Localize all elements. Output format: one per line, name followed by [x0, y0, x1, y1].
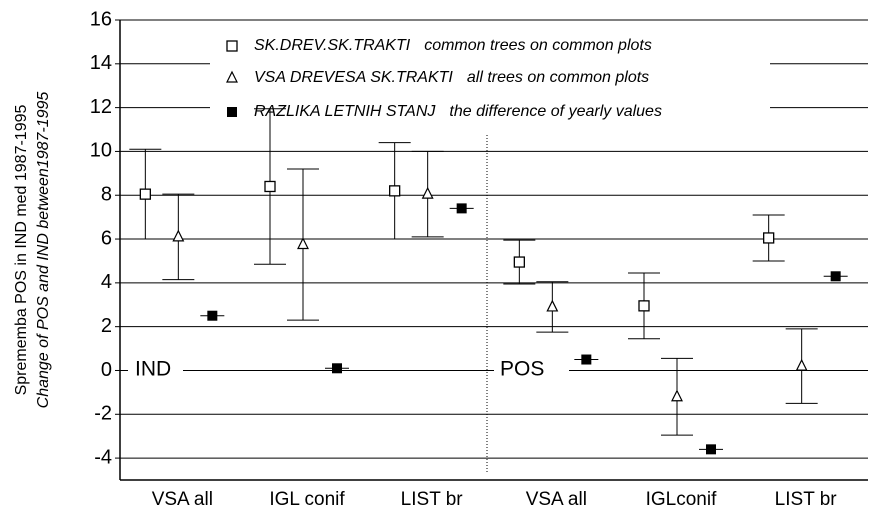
x-tick-label: IGLconif — [646, 489, 717, 510]
legend-label: VSA DREVESA SK.TRAKTI — [254, 69, 453, 86]
marker — [671, 389, 683, 402]
marker — [513, 256, 525, 268]
marker — [638, 300, 650, 312]
x-tick-label: VSA all — [526, 489, 587, 510]
y-tick-label: 10 — [90, 140, 112, 162]
y-tick-label: 2 — [101, 315, 112, 337]
marker — [389, 185, 401, 197]
y-axis-label: Sprememba POS in IND med 1987-1995 — [13, 104, 30, 395]
marker — [139, 188, 151, 200]
y-axis-label: Change of POS and IND between1987-1995 — [35, 92, 52, 409]
legend-item: VSA DREVESA SK.TRAKTI all trees on common… — [226, 69, 649, 86]
annotation-background — [128, 355, 183, 385]
y-tick-label: 12 — [90, 96, 112, 118]
marker — [546, 299, 559, 312]
x-tick-label: LIST br — [775, 489, 838, 510]
marker — [172, 229, 185, 242]
legend-label: RAZLIKA LETNIH STANJ — [254, 103, 436, 120]
marker — [264, 180, 276, 193]
marker — [421, 186, 434, 199]
y-tick-label: -4 — [94, 446, 112, 468]
annotation: IND — [135, 358, 171, 381]
annotation-background — [494, 355, 569, 385]
x-tick-label: LIST br — [401, 489, 464, 510]
marker — [795, 358, 808, 371]
y-tick-label: -2 — [94, 403, 112, 425]
legend-item: RAZLIKA LETNIH STANJ the difference of ye… — [227, 103, 662, 120]
legend-marker — [226, 40, 238, 52]
marker — [456, 203, 467, 214]
y-tick-label: 6 — [101, 227, 112, 249]
marker — [332, 363, 342, 374]
legend-description: the difference of yearly values — [449, 103, 662, 120]
marker — [706, 444, 716, 455]
marker — [207, 310, 218, 321]
legend-marker — [227, 107, 237, 117]
marker — [297, 237, 309, 250]
legend-item: SK.DREV.SK.TRAKTI common trees on common … — [226, 37, 652, 54]
annotation: POS — [500, 358, 544, 381]
x-tick-label: VSA all — [152, 489, 213, 510]
marker — [830, 271, 841, 282]
legend-background — [210, 30, 770, 128]
y-tick-label: 8 — [101, 184, 112, 206]
y-tick-label: 4 — [101, 271, 112, 293]
legend-marker — [226, 70, 238, 83]
marker — [763, 232, 775, 244]
legend-label: SK.DREV.SK.TRAKTI — [254, 37, 411, 54]
marker — [581, 354, 592, 365]
legend-description: common trees on common plots — [424, 37, 652, 54]
x-tick-label: IGL conif — [269, 489, 345, 510]
y-tick-label: 16 — [90, 8, 112, 30]
y-tick-label: 14 — [90, 52, 112, 74]
legend-description: all trees on common plots — [467, 69, 649, 86]
y-tick-label: 0 — [101, 359, 112, 381]
